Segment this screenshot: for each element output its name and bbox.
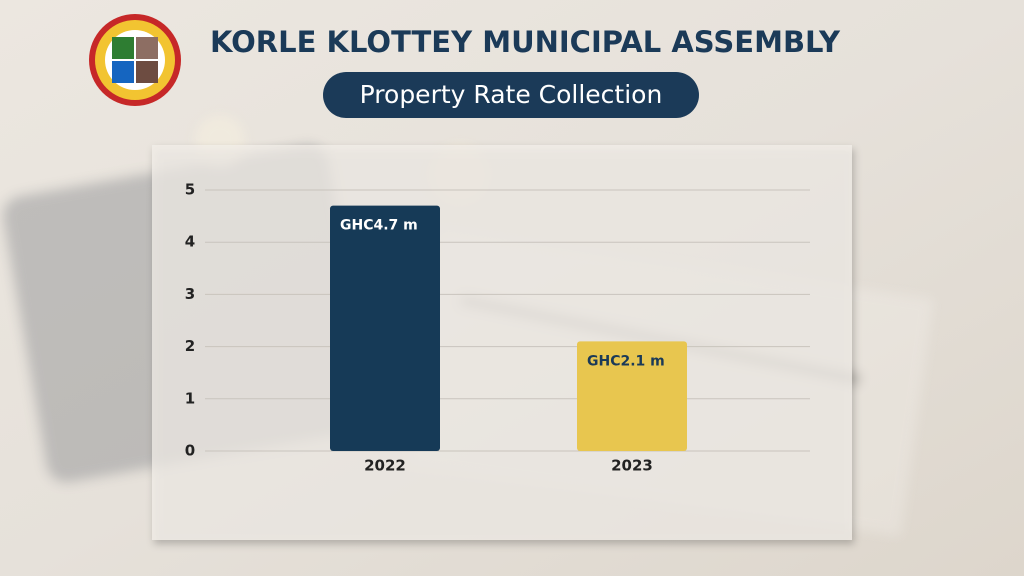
y-tick-label: 3	[185, 285, 195, 303]
bar	[577, 341, 687, 451]
y-tick-label: 2	[185, 337, 195, 355]
y-tick-label: 5	[185, 181, 195, 199]
plot: 0 1 2 3 4 5 2022 GHC4.7 m 2023 GHC2.1 m	[185, 181, 810, 475]
title: KORLE KLOTTEY MUNICIPAL ASSEMBLY	[210, 25, 841, 59]
y-tick-label: 0	[185, 442, 195, 460]
y-tick-label: 1	[185, 389, 195, 407]
bar	[330, 205, 440, 451]
x-tick-label: 2022	[364, 457, 406, 475]
value-label: GHC2.1 m	[587, 353, 665, 369]
logo	[89, 14, 181, 106]
chart-panel	[152, 145, 852, 540]
subtitle-pill	[323, 72, 699, 118]
x-tick-label: 2023	[611, 457, 653, 475]
value-label: GHC4.7 m	[340, 218, 418, 234]
subtitle: Property Rate Collection	[360, 80, 663, 109]
y-tick-label: 4	[185, 233, 195, 251]
